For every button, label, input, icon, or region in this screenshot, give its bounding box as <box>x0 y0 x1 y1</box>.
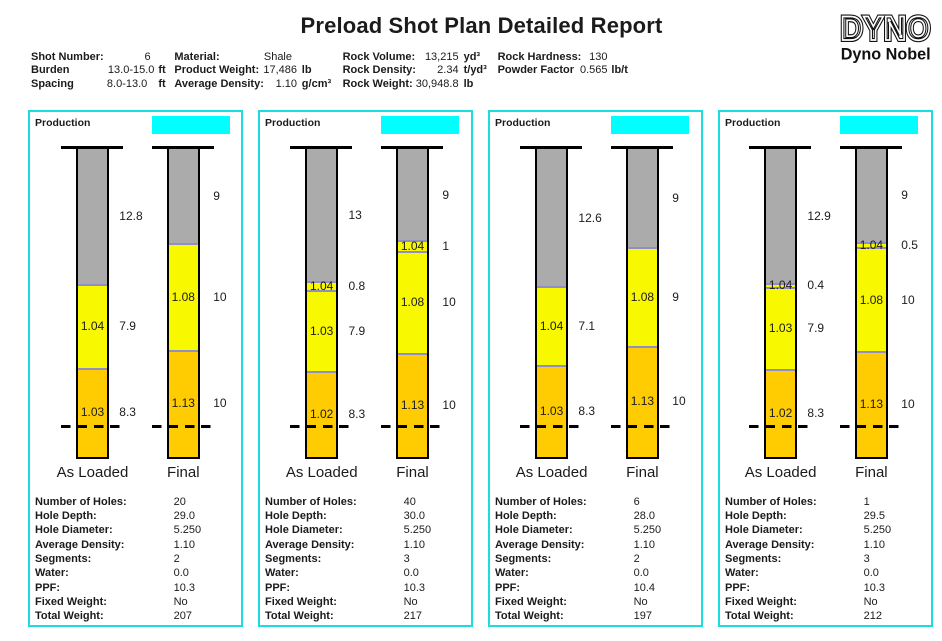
svg-text:DYNO: DYNO <box>841 10 931 48</box>
svg-text:DYNO: DYNO <box>841 10 931 48</box>
svg-text:Dyno Nobel: Dyno Nobel <box>841 44 931 63</box>
